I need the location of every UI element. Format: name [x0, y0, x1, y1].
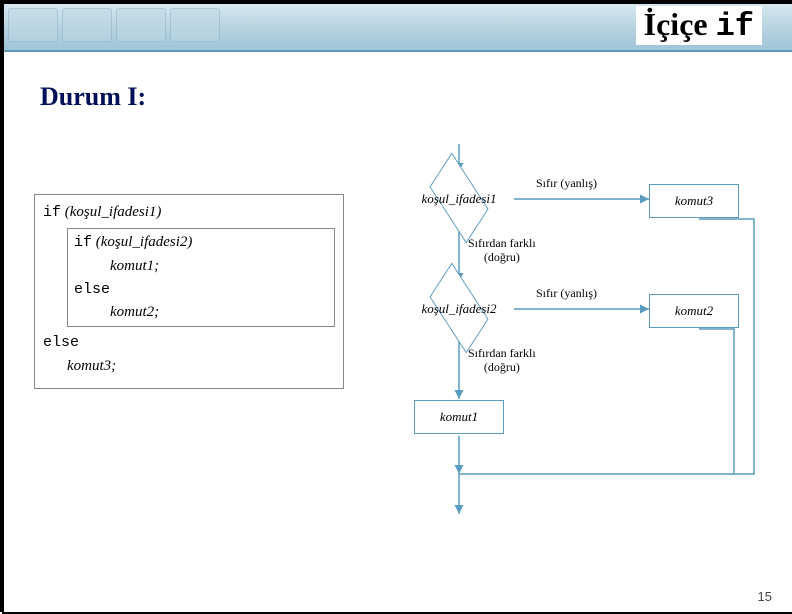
- code-block-inner: if (koşul_ifadesi2) komut1; else komut2;: [67, 228, 335, 327]
- page-number: 15: [758, 589, 772, 604]
- code-line-7: komut3;: [43, 355, 335, 378]
- code-expr-2: (koşul_ifadesi2): [96, 234, 193, 250]
- code-line-3: komut1;: [74, 255, 328, 278]
- process-komut1: komut1: [414, 400, 504, 434]
- edge-label-true-2: Sıfırdan farklı (doğru): [468, 346, 536, 375]
- section-heading: Durum I:: [40, 82, 146, 112]
- code-line-2: if (koşul_ifadesi2): [74, 231, 328, 254]
- keyword-else-1: else: [74, 278, 328, 301]
- code-block-outer: if (koşul_ifadesi1) if (koşul_ifadesi2) …: [34, 194, 344, 389]
- banner-decor: [8, 8, 308, 46]
- keyword-if: if: [43, 204, 61, 221]
- title-keyword: if: [716, 8, 754, 45]
- flowchart: koşul_ifadesi1 koşul_ifadesi2 komut3 kom…: [364, 144, 774, 504]
- edge-label-true-1: Sıfırdan farklı (doğru): [468, 236, 536, 265]
- page-title: İçiçe if: [636, 6, 762, 45]
- edge-label-false-1: Sıfır (yanlış): [536, 176, 597, 190]
- title-text: İçiçe: [644, 6, 708, 42]
- process-komut2: komut2: [649, 294, 739, 328]
- code-line-5: komut2;: [74, 301, 328, 324]
- code-line-1: if (koşul_ifadesi1): [43, 201, 335, 224]
- decision-2: [429, 263, 488, 354]
- keyword-else-2: else: [43, 331, 335, 354]
- decision-1: [429, 153, 488, 244]
- keyword-if-2: if: [74, 234, 92, 251]
- code-expr-1: (koşul_ifadesi1): [65, 204, 162, 220]
- process-komut3: komut3: [649, 184, 739, 218]
- edge-label-false-2: Sıfır (yanlış): [536, 286, 597, 300]
